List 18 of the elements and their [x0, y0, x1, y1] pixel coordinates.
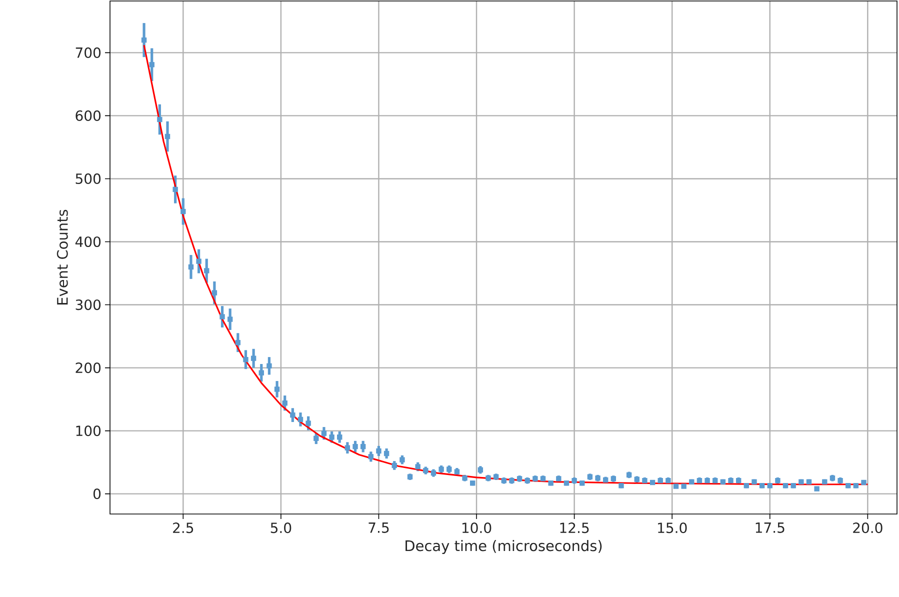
y-tick-label: 500: [76, 173, 101, 184]
y-tick-label: 0: [93, 488, 101, 500]
x-tick-label: 10.0: [462, 522, 492, 534]
x-tick-label: 2.5: [173, 522, 194, 534]
x-tick-label: 15.0: [658, 522, 687, 534]
x-tick-label: 20.0: [853, 522, 882, 534]
x-tick-label: 5.0: [270, 522, 292, 534]
x-tick-label: 12.5: [560, 522, 589, 534]
x-tick-label: 17.5: [756, 522, 784, 533]
y-tick-label: 100: [76, 426, 101, 436]
x-axis-title: Decay time (microseconds): [406, 540, 602, 554]
y-axis-title: Event Counts: [56, 210, 68, 304]
y-tick-label: 400: [75, 236, 101, 248]
y-tick-label: 700: [76, 47, 101, 58]
y-tick-label: 600: [76, 110, 101, 121]
y-tick-label: 200: [76, 362, 101, 374]
x-tick-label: 7.5: [368, 522, 389, 533]
y-tick-label: 300: [76, 299, 101, 310]
